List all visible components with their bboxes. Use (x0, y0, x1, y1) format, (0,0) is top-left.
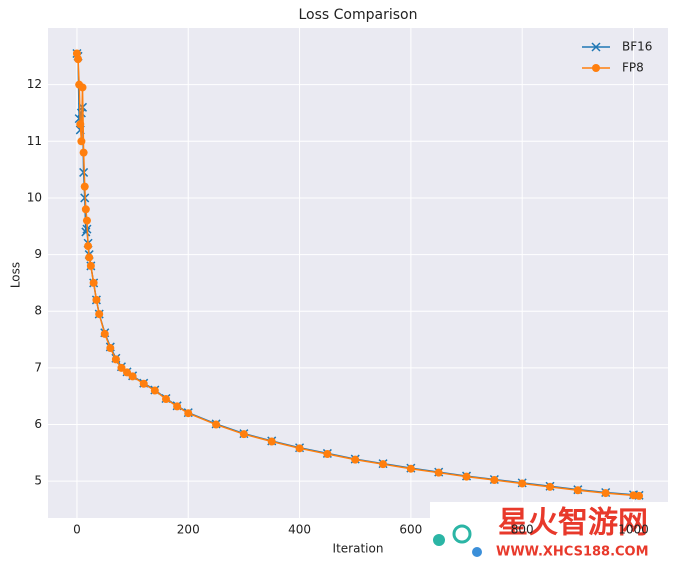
marker (85, 253, 94, 262)
marker (434, 468, 443, 477)
x-tick-label: 200 (177, 523, 200, 537)
y-tick-label: 6 (34, 417, 42, 431)
x-axis-label: Iteration (333, 542, 384, 556)
marker (77, 137, 86, 146)
plot-area (48, 28, 668, 518)
marker (81, 227, 91, 237)
marker (150, 386, 159, 395)
marker (173, 402, 182, 411)
marker (86, 261, 95, 270)
legend-marker (592, 64, 600, 72)
y-tick-label: 8 (34, 304, 42, 318)
marker (81, 205, 90, 214)
marker (462, 472, 471, 481)
y-tick-label: 10 (27, 190, 42, 204)
marker (295, 444, 304, 453)
y-tick-label: 5 (34, 474, 42, 488)
marker (92, 295, 101, 304)
marker (212, 420, 221, 429)
watermark-box (430, 502, 680, 564)
legend-label: BF16 (622, 40, 652, 54)
marker (82, 216, 91, 225)
y-tick-label: 12 (27, 77, 42, 91)
x-tick-label: 800 (511, 523, 534, 537)
marker (95, 310, 104, 319)
marker (128, 372, 137, 381)
marker (239, 430, 248, 439)
y-axis-label: Loss (9, 262, 23, 288)
watermark-icon (433, 534, 445, 546)
marker (80, 182, 89, 191)
marker (379, 460, 388, 469)
marker (490, 476, 499, 485)
watermark-icon (472, 547, 482, 557)
x-tick-label: 600 (399, 523, 422, 537)
marker (406, 464, 415, 473)
marker (518, 479, 527, 488)
marker (84, 242, 93, 251)
y-tick-label: 9 (34, 247, 42, 261)
x-tick-label: 1000 (618, 523, 649, 537)
chart-title: Loss Comparison (299, 7, 418, 23)
marker (123, 368, 132, 377)
watermark-text: 星火智游网 (498, 506, 648, 541)
marker (106, 344, 115, 353)
y-tick-label: 7 (34, 360, 42, 374)
marker (184, 409, 193, 418)
x-tick-label: 0 (73, 523, 81, 537)
marker (76, 120, 85, 129)
marker (74, 55, 83, 64)
marker (78, 83, 87, 92)
watermark-url: WWW.XHCS188.COM (496, 545, 649, 560)
marker (546, 482, 555, 491)
marker (267, 437, 276, 446)
marker (635, 491, 644, 500)
marker (111, 355, 120, 364)
x-tick-label: 400 (288, 523, 311, 537)
marker (573, 486, 582, 495)
legend-label: FP8 (622, 61, 644, 75)
marker (161, 395, 170, 404)
marker (100, 329, 109, 338)
marker (323, 449, 332, 458)
marker (79, 148, 88, 157)
marker (117, 363, 126, 372)
legend-marker (591, 42, 601, 52)
y-tick-label: 11 (27, 134, 42, 148)
watermark-icon (452, 524, 472, 544)
marker (601, 489, 610, 498)
marker (351, 455, 360, 464)
marker (139, 379, 148, 388)
marker (89, 278, 98, 287)
